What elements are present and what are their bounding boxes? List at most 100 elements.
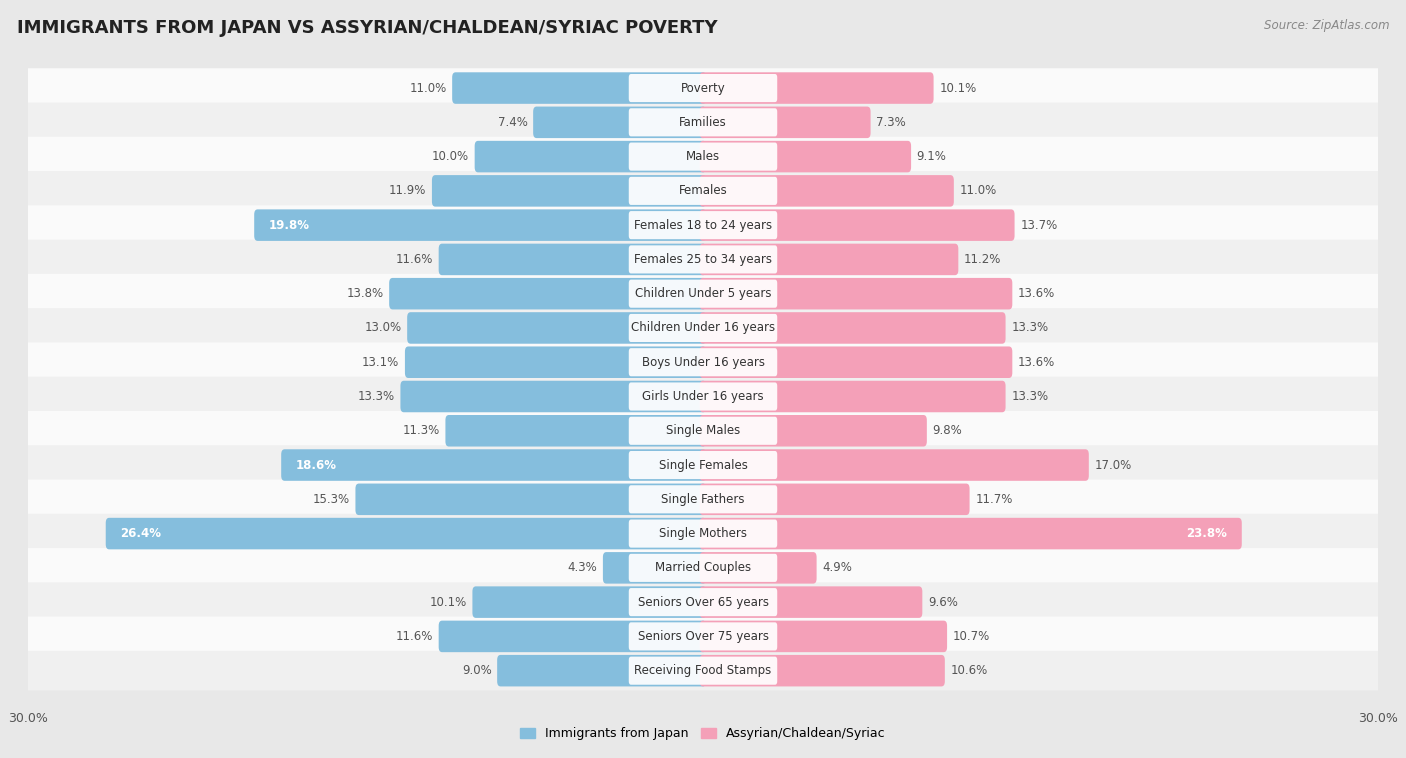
FancyBboxPatch shape	[356, 484, 706, 515]
Text: 11.7%: 11.7%	[976, 493, 1012, 506]
Text: Poverty: Poverty	[681, 82, 725, 95]
Text: Children Under 5 years: Children Under 5 years	[634, 287, 772, 300]
Text: 11.3%: 11.3%	[402, 424, 440, 437]
FancyBboxPatch shape	[28, 651, 1378, 691]
Text: 19.8%: 19.8%	[269, 218, 309, 232]
FancyBboxPatch shape	[28, 377, 1378, 416]
Text: 17.0%: 17.0%	[1094, 459, 1132, 471]
FancyBboxPatch shape	[401, 381, 706, 412]
FancyBboxPatch shape	[700, 72, 934, 104]
Text: 9.6%: 9.6%	[928, 596, 957, 609]
FancyBboxPatch shape	[498, 655, 706, 687]
Text: Receiving Food Stamps: Receiving Food Stamps	[634, 664, 772, 677]
FancyBboxPatch shape	[28, 514, 1378, 553]
Text: 11.0%: 11.0%	[959, 184, 997, 197]
Text: Boys Under 16 years: Boys Under 16 years	[641, 356, 765, 368]
FancyBboxPatch shape	[700, 209, 1015, 241]
Text: Families: Families	[679, 116, 727, 129]
Text: IMMIGRANTS FROM JAPAN VS ASSYRIAN/CHALDEAN/SYRIAC POVERTY: IMMIGRANTS FROM JAPAN VS ASSYRIAN/CHALDE…	[17, 19, 717, 37]
Text: 26.4%: 26.4%	[121, 527, 162, 540]
Text: 15.3%: 15.3%	[312, 493, 350, 506]
FancyBboxPatch shape	[432, 175, 706, 207]
FancyBboxPatch shape	[475, 141, 706, 172]
Text: 13.3%: 13.3%	[1011, 390, 1049, 403]
FancyBboxPatch shape	[439, 621, 706, 652]
FancyBboxPatch shape	[700, 552, 817, 584]
Text: 13.1%: 13.1%	[363, 356, 399, 368]
Text: 11.2%: 11.2%	[965, 253, 1001, 266]
Text: 11.6%: 11.6%	[395, 253, 433, 266]
FancyBboxPatch shape	[700, 312, 1005, 343]
FancyBboxPatch shape	[28, 616, 1378, 656]
FancyBboxPatch shape	[628, 314, 778, 342]
FancyBboxPatch shape	[628, 588, 778, 616]
Text: 7.4%: 7.4%	[498, 116, 527, 129]
Text: Males: Males	[686, 150, 720, 163]
Text: 13.7%: 13.7%	[1021, 218, 1057, 232]
FancyBboxPatch shape	[700, 278, 1012, 309]
FancyBboxPatch shape	[628, 348, 778, 376]
FancyBboxPatch shape	[281, 449, 706, 481]
FancyBboxPatch shape	[628, 451, 778, 479]
FancyBboxPatch shape	[439, 243, 706, 275]
Text: 11.0%: 11.0%	[409, 82, 447, 95]
FancyBboxPatch shape	[28, 343, 1378, 382]
Text: 13.0%: 13.0%	[364, 321, 402, 334]
FancyBboxPatch shape	[628, 519, 778, 547]
Text: 7.3%: 7.3%	[876, 116, 905, 129]
FancyBboxPatch shape	[28, 171, 1378, 211]
FancyBboxPatch shape	[28, 240, 1378, 279]
Text: Females: Females	[679, 184, 727, 197]
Text: 10.1%: 10.1%	[430, 596, 467, 609]
Text: 10.0%: 10.0%	[432, 150, 470, 163]
Text: Seniors Over 65 years: Seniors Over 65 years	[637, 596, 769, 609]
Text: 13.3%: 13.3%	[1011, 321, 1049, 334]
FancyBboxPatch shape	[389, 278, 706, 309]
Text: 23.8%: 23.8%	[1187, 527, 1227, 540]
Text: 13.6%: 13.6%	[1018, 287, 1054, 300]
Legend: Immigrants from Japan, Assyrian/Chaldean/Syriac: Immigrants from Japan, Assyrian/Chaldean…	[515, 722, 891, 745]
FancyBboxPatch shape	[28, 274, 1378, 314]
FancyBboxPatch shape	[700, 518, 1241, 550]
Text: 13.3%: 13.3%	[357, 390, 395, 403]
FancyBboxPatch shape	[700, 107, 870, 138]
FancyBboxPatch shape	[700, 346, 1012, 378]
FancyBboxPatch shape	[28, 205, 1378, 245]
FancyBboxPatch shape	[105, 518, 706, 550]
FancyBboxPatch shape	[628, 656, 778, 684]
FancyBboxPatch shape	[28, 309, 1378, 348]
Text: 18.6%: 18.6%	[295, 459, 337, 471]
FancyBboxPatch shape	[28, 548, 1378, 587]
FancyBboxPatch shape	[28, 480, 1378, 519]
FancyBboxPatch shape	[628, 143, 778, 171]
Text: Married Couples: Married Couples	[655, 562, 751, 575]
Text: Single Females: Single Females	[658, 459, 748, 471]
FancyBboxPatch shape	[533, 107, 706, 138]
FancyBboxPatch shape	[628, 280, 778, 308]
FancyBboxPatch shape	[408, 312, 706, 343]
Text: Children Under 16 years: Children Under 16 years	[631, 321, 775, 334]
Text: 13.8%: 13.8%	[346, 287, 384, 300]
Text: 9.0%: 9.0%	[461, 664, 492, 677]
FancyBboxPatch shape	[628, 74, 778, 102]
Text: 4.9%: 4.9%	[823, 562, 852, 575]
Text: 10.6%: 10.6%	[950, 664, 987, 677]
Text: Single Mothers: Single Mothers	[659, 527, 747, 540]
FancyBboxPatch shape	[28, 445, 1378, 485]
FancyBboxPatch shape	[628, 211, 778, 240]
Text: Single Males: Single Males	[666, 424, 740, 437]
FancyBboxPatch shape	[28, 411, 1378, 450]
FancyBboxPatch shape	[628, 246, 778, 274]
FancyBboxPatch shape	[700, 484, 970, 515]
Text: 11.9%: 11.9%	[389, 184, 426, 197]
FancyBboxPatch shape	[700, 415, 927, 446]
FancyBboxPatch shape	[700, 449, 1088, 481]
FancyBboxPatch shape	[254, 209, 706, 241]
FancyBboxPatch shape	[28, 136, 1378, 177]
FancyBboxPatch shape	[700, 141, 911, 172]
FancyBboxPatch shape	[603, 552, 706, 584]
FancyBboxPatch shape	[28, 68, 1378, 108]
Text: Females 18 to 24 years: Females 18 to 24 years	[634, 218, 772, 232]
FancyBboxPatch shape	[628, 554, 778, 582]
FancyBboxPatch shape	[700, 175, 953, 207]
